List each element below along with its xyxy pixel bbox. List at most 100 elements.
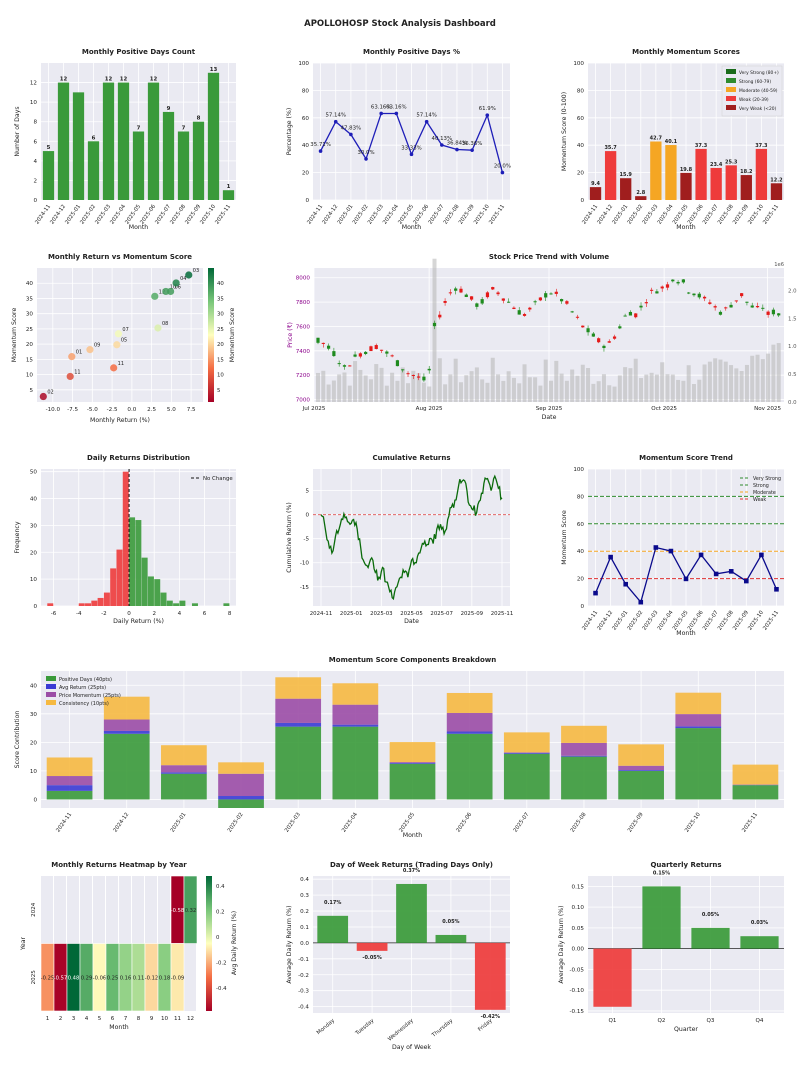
volume-bar [337,374,342,402]
volume-bar [496,374,501,402]
candle-body [681,279,685,283]
candle-body [628,311,633,316]
data-label: 7 [182,126,186,132]
scatter-point [151,292,159,300]
point-label: 02 [47,390,53,396]
stacked-bar-segment [732,764,779,785]
heatmap-cell [170,943,185,1012]
y-tick-label: 2024 [31,902,37,917]
volume-bar [596,381,601,402]
volume-bar [771,344,776,402]
volume-bar [437,358,442,402]
scatter-point [166,287,175,296]
data-point [485,113,490,117]
y-tick-label: 20 [302,171,310,177]
point-label: 06 [175,284,181,290]
candle-body [570,311,574,313]
bar [356,942,388,951]
candle-body [501,298,505,301]
y-tick-label: 0 [580,604,584,610]
x-tick-label: 2025-05 [398,812,416,834]
data-point [608,554,613,560]
heatmap-value: 0.16 [120,975,132,981]
x-tick-label: -2 [101,611,107,617]
bar [691,927,730,949]
data-point [713,571,719,577]
volume-bar [729,365,734,402]
volume-bar [713,358,718,402]
x-tick-label: 2025-02 [227,812,245,834]
x-tick-label: Q2 [658,1018,666,1024]
legend-swatch [726,87,736,92]
bar [177,131,190,200]
candle-body [417,376,421,378]
volume-bar [511,377,516,402]
data-point [638,599,644,605]
x-axis-label: Daily Return (%) [113,618,164,625]
volume-bar [750,355,755,402]
x-tick-label: 2024-11 [55,812,73,834]
x-tick-label: 2025-03 [370,611,393,617]
data-label: 9.4 [591,181,600,187]
stacked-bar-segment [103,730,150,734]
candle-body [512,307,516,310]
legend-swatch [726,96,736,101]
point-label: 03 [193,268,199,274]
candle-body [364,351,368,355]
y-tick-label: -0.1 [298,957,309,963]
heatmap-value: -0.58 [171,908,184,914]
candle-body [321,342,325,344]
heatmap-empty-cell [145,876,158,944]
data-point [394,111,399,116]
volume-bar [580,364,585,402]
candle-body [565,301,569,304]
x-tick-label: 12 [187,1016,194,1022]
y-tick-label: 7000 [296,398,311,404]
x-tick-label: 2025-11 [762,204,780,226]
data-label: 33.33% [401,145,422,151]
volume-bar [559,373,564,402]
colorbar: -0.4 -0.2 0 0.2 0.4 Avg Daily Return (%) [206,876,238,1011]
volume-bar [453,358,458,402]
candle-body [332,351,336,357]
volume-bar [517,383,522,402]
data-point [500,170,505,175]
y-tick-label: 2 [33,178,37,184]
volume-bar [464,375,469,402]
bar [102,82,115,200]
bar [57,82,70,200]
x-axis-label: Date [404,618,419,625]
candle-body [411,374,415,376]
stacked-bar-segment [161,745,207,766]
x-tick-label: -7.5 [67,407,78,413]
volume-bar [358,369,363,402]
x-tick-label: Wednesday [387,1017,415,1042]
candle-body [665,284,670,288]
x-tick-label: 7 [124,1016,128,1022]
candle-body [316,337,320,343]
y-axis-label: Momentum Score [561,510,568,565]
x-tick-label: 9 [150,1016,154,1022]
data-point [744,578,749,584]
point-label: 09 [94,343,100,349]
data-label: 15.9 [620,172,633,178]
x-axis-label: Month [676,224,695,231]
candle-body [697,293,701,298]
y-tick-label: 100 [298,61,309,67]
x-tick-label: Sep 2025 [536,406,563,412]
chart-title: Momentum Score Trend [639,454,733,462]
y-tick-label: 8000 [296,276,311,282]
chart-title: Monthly Positive Days Count [82,48,196,56]
legend-swatch [46,700,56,705]
volume-bar [628,368,633,402]
bar [222,190,235,200]
x-tick-label: Q3 [707,1018,715,1024]
y-tick-label: 0.3 [300,893,309,899]
candle-body [618,326,622,329]
data-label: 37.3 [695,143,708,149]
volume-bar [427,386,432,402]
legend-label: Moderate (40-59) [739,88,778,94]
y-tick-label: 30 [30,712,38,718]
legend-label: Weak (20-39) [739,97,769,103]
stacked-bar-segment [389,762,436,764]
